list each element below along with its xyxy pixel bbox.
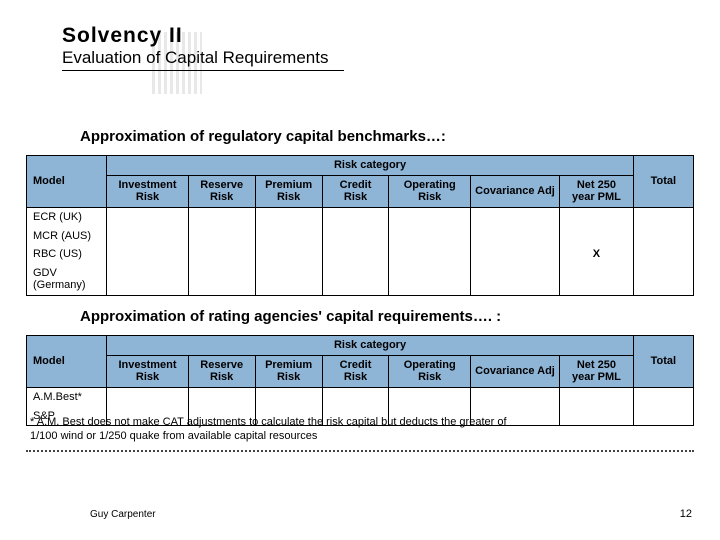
cell-pml xyxy=(560,264,634,296)
cell-model: A.M.Best* xyxy=(27,387,107,406)
cell-pml xyxy=(560,227,634,246)
page-number: 12 xyxy=(680,508,692,520)
col-pml: Net 250 year PML xyxy=(560,355,634,387)
footer-author: Guy Carpenter xyxy=(90,509,156,520)
section1-heading: Approximation of regulatory capital benc… xyxy=(80,128,446,145)
table-row: GDV (Germany) xyxy=(27,264,694,296)
title-block: Solvency II Evaluation of Capital Requir… xyxy=(62,24,344,71)
table-row: A.M.Best* xyxy=(27,387,694,406)
col-total: Total xyxy=(633,336,693,388)
col-operating: Operating Risk xyxy=(389,355,470,387)
col-investment: Investment Risk xyxy=(107,355,188,387)
col-covariance: Covariance Adj xyxy=(470,355,559,387)
footnote: * A.M. Best does not make CAT adjustment… xyxy=(30,416,507,444)
cell-model: RBC (US) xyxy=(27,245,107,264)
page-title: Solvency II xyxy=(62,24,344,48)
col-credit: Credit Risk xyxy=(322,355,389,387)
footnote-line2: 1/100 wind or 1/250 quake from available… xyxy=(30,430,507,444)
col-reserve: Reserve Risk xyxy=(188,175,255,207)
cell-pml xyxy=(560,207,634,226)
cell-model: MCR (AUS) xyxy=(27,227,107,246)
col-model: Model xyxy=(27,336,107,388)
col-premium: Premium Risk xyxy=(255,355,322,387)
page-subtitle: Evaluation of Capital Requirements xyxy=(62,48,344,71)
col-credit: Credit Risk xyxy=(322,175,389,207)
cell-model: GDV (Germany) xyxy=(27,264,107,296)
col-risk-category: Risk category xyxy=(107,156,633,176)
agencies-table: Model Risk category Total Investment Ris… xyxy=(26,335,694,426)
cell-pml: X xyxy=(560,245,634,264)
table-row: ECR (UK) xyxy=(27,207,694,226)
cell-model: ECR (UK) xyxy=(27,207,107,226)
col-operating: Operating Risk xyxy=(389,175,470,207)
col-investment: Investment Risk xyxy=(107,175,188,207)
table-row: MCR (AUS) xyxy=(27,227,694,246)
footnote-line1: * A.M. Best does not make CAT adjustment… xyxy=(30,416,507,430)
col-pml: Net 250 year PML xyxy=(560,175,634,207)
col-covariance: Covariance Adj xyxy=(470,175,559,207)
col-total: Total xyxy=(633,156,693,208)
col-model: Model xyxy=(27,156,107,208)
dotted-divider xyxy=(26,450,694,452)
regulatory-table: Model Risk category Total Investment Ris… xyxy=(26,155,694,296)
section2-heading: Approximation of rating agencies' capita… xyxy=(80,308,501,325)
col-premium: Premium Risk xyxy=(255,175,322,207)
col-risk-category: Risk category xyxy=(107,336,633,356)
table-row: RBC (US) X xyxy=(27,245,694,264)
col-reserve: Reserve Risk xyxy=(188,355,255,387)
